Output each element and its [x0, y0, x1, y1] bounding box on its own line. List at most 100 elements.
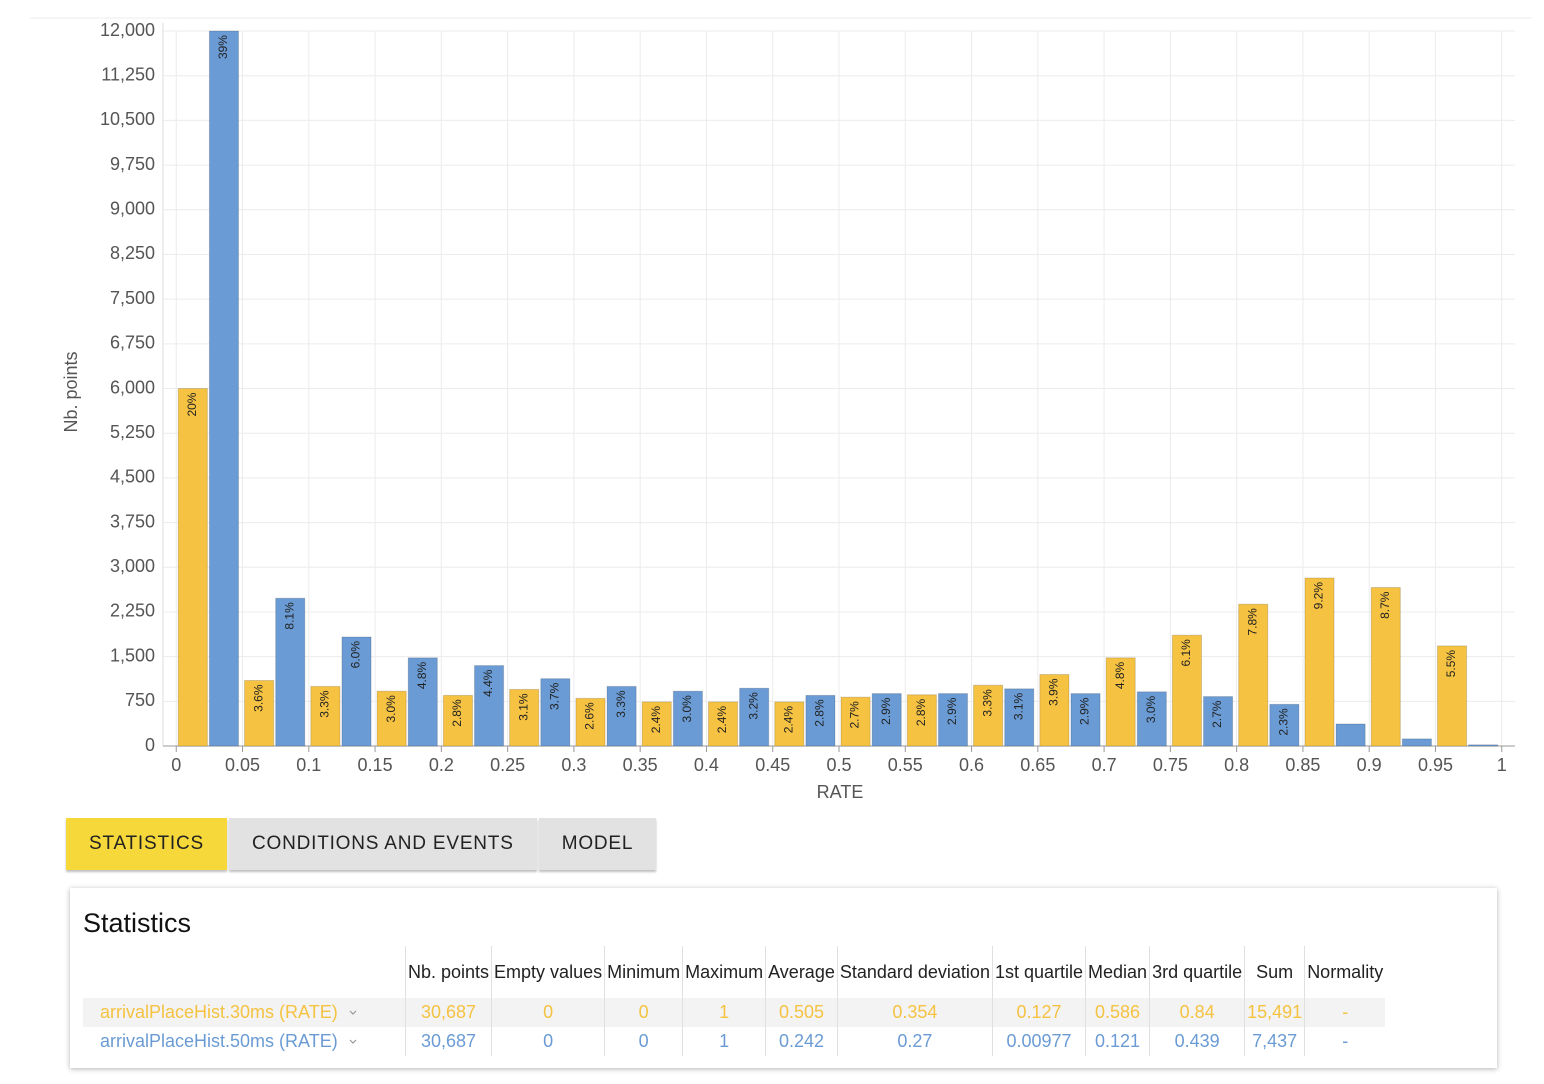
stat-cell: 1: [682, 998, 766, 1027]
stat-cell: 0: [604, 998, 683, 1027]
stat-cell: 0.27: [836, 1027, 993, 1056]
value-label: 39%: [216, 35, 230, 59]
tab[interactable]: CONDITIONS AND EVENTS: [228, 818, 537, 870]
bar: [1039, 674, 1070, 747]
stat-cell: 0.439: [1149, 1027, 1245, 1056]
stat-cell: 0.242: [765, 1027, 838, 1056]
stat-cell: 0.354: [836, 998, 993, 1027]
column-header: Nb. points: [404, 946, 492, 998]
stat-cell: 30,687: [404, 1027, 492, 1056]
value-label: 2.8%: [914, 698, 928, 726]
bar: [275, 597, 306, 747]
stat-cell: 0.127: [991, 998, 1086, 1027]
row-name[interactable]: arrivalPlaceHist.50ms (RATE): [83, 1027, 406, 1056]
x-tick-label: 0: [171, 755, 181, 775]
bar: [937, 693, 969, 747]
value-label: 2.6%: [583, 702, 597, 730]
bar: [805, 694, 836, 747]
bar: [1203, 696, 1234, 747]
bar: [973, 684, 1004, 747]
value-label: 3.3%: [614, 690, 628, 718]
bar: [1004, 688, 1035, 747]
bar: [1171, 634, 1203, 747]
bar: [641, 701, 672, 747]
x-tick-label: 1: [1497, 755, 1507, 775]
value-label: 3.1%: [1011, 692, 1025, 720]
statistics-table: Nb. points Empty values Minimum Maximum Aver…: [83, 946, 1386, 1056]
dropdown-icon[interactable]: [348, 1038, 358, 1046]
column-header: Empty values: [491, 946, 605, 998]
value-label: 3.3%: [980, 689, 994, 717]
row-name[interactable]: arrivalPlaceHist.30ms (RATE): [83, 998, 406, 1027]
grid: [163, 30, 1515, 747]
value-label: 4.8%: [415, 661, 429, 689]
x-tick-label: 0.75: [1153, 755, 1188, 775]
y-tick-label: 12,000: [100, 20, 155, 40]
value-label: 2.7%: [1210, 700, 1224, 728]
series-name: arrivalPlaceHist.30ms (RATE): [100, 1002, 338, 1022]
bar: [1105, 657, 1136, 747]
value-label: 3.0%: [680, 695, 694, 723]
x-tick-label: 0.7: [1092, 755, 1117, 775]
x-tick-label: 0.15: [358, 755, 393, 775]
stat-cell: 15,491: [1244, 998, 1305, 1027]
x-tick-label: 0.6: [959, 755, 984, 775]
tab[interactable]: STATISTICS: [66, 818, 227, 870]
stat-cell: 0: [491, 998, 605, 1027]
bar: [1401, 738, 1432, 747]
stat-cell: 0.121: [1085, 1027, 1150, 1056]
column-header: Minimum: [604, 946, 683, 998]
value-label: 2.4%: [715, 706, 729, 734]
x-tick-label: 0.9: [1357, 755, 1382, 775]
value-label: 8.1%: [282, 602, 296, 630]
column-header: 3rd quartile: [1149, 946, 1245, 998]
value-label: 2.9%: [879, 697, 893, 725]
value-label: 4.4%: [481, 669, 495, 697]
value-label: 2.9%: [945, 697, 959, 725]
value-label: 2.4%: [781, 706, 795, 734]
data-row: arrivalPlaceHist.30ms (RATE) 30,687 0 0 1 0.5…: [83, 998, 1386, 1027]
x-tick-label: 0.8: [1224, 755, 1249, 775]
column-header: Maximum: [682, 946, 766, 998]
series-name: arrivalPlaceHist.50ms (RATE): [100, 1031, 338, 1051]
stat-cell: 0.00977: [991, 1027, 1086, 1056]
y-tick-label: 7,500: [110, 288, 155, 308]
y-tick-label: 1,500: [110, 645, 155, 665]
value-label: 7.8%: [1245, 608, 1259, 636]
y-tick-label: 11,250: [101, 64, 155, 84]
y-axis-label: Nb. points: [61, 351, 81, 432]
column-header: Average: [765, 946, 838, 998]
x-tick-label: 0.45: [755, 755, 790, 775]
dropdown-icon[interactable]: [348, 1009, 358, 1017]
value-label: 2.8%: [450, 699, 464, 727]
bar: [707, 701, 739, 747]
bar: [407, 657, 438, 747]
tab[interactable]: MODEL: [538, 818, 657, 870]
value-label: 2.9%: [1078, 697, 1092, 725]
value-label: 4.8%: [1113, 661, 1127, 689]
data-row: arrivalPlaceHist.50ms (RATE) 30,687 0 0 1 0.2…: [83, 1027, 1386, 1056]
x-tick-label: 0.1: [296, 755, 321, 775]
bar: [1304, 577, 1335, 747]
value-label: 2.4%: [649, 706, 663, 734]
bar: [774, 701, 805, 747]
bar: [906, 694, 937, 747]
y-tick-label: 2,250: [110, 601, 155, 621]
chevron: [349, 1010, 357, 1016]
bar: [840, 696, 871, 747]
header-cell: [83, 946, 406, 998]
stat-cell: 30,687: [404, 998, 492, 1027]
bar: [1436, 645, 1468, 747]
column-header: Sum: [1244, 946, 1305, 998]
header-row: Nb. points Empty values Minimum Maximum Aver…: [83, 946, 1386, 998]
x-tick-label: 0.85: [1285, 755, 1320, 775]
value-label: 3.3%: [318, 690, 332, 718]
bar: [1070, 693, 1101, 747]
x-tick-label: 0.35: [623, 755, 658, 775]
x-axis-label: RATE: [817, 782, 864, 802]
stat-cell: 0.84: [1149, 998, 1245, 1027]
y-tick-label: 6,000: [110, 377, 155, 397]
bar: [341, 636, 372, 747]
bar: [376, 690, 407, 747]
